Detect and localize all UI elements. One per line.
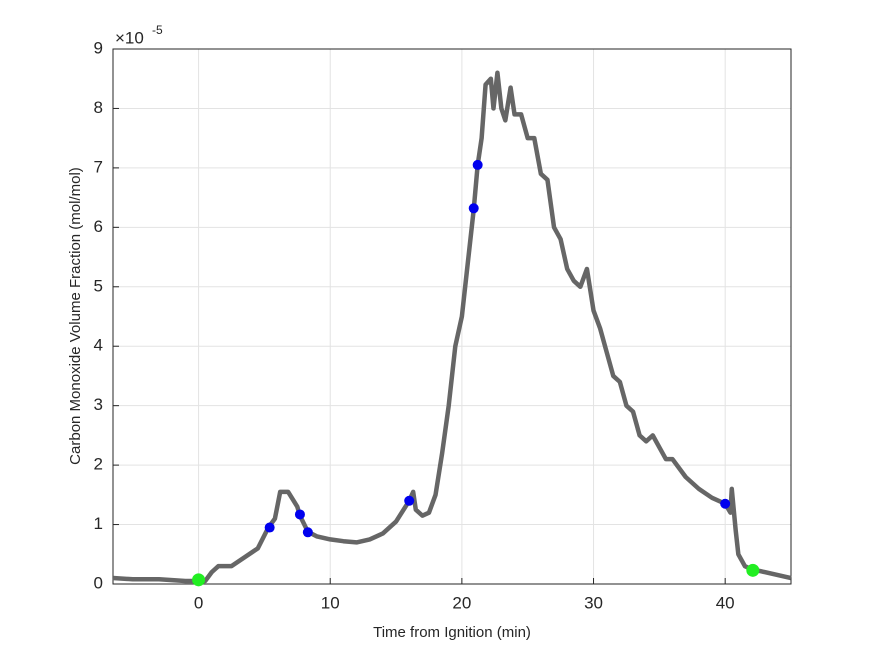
x-tick-label: 20 [452, 593, 471, 612]
marker [472, 159, 483, 170]
y-axis-label: Carbon Monoxide Volume Fraction (mol/mol… [67, 167, 84, 465]
y-tick-label: 9 [94, 38, 103, 57]
marker [720, 498, 731, 509]
x-tick-label: 0 [194, 593, 203, 612]
marker [404, 495, 415, 506]
y-tick-label: 2 [94, 455, 103, 474]
marker [746, 563, 760, 577]
y-tick-label: 7 [94, 157, 103, 176]
y-tick-label: 6 [94, 217, 103, 236]
marker [294, 509, 305, 520]
y-multiplier: ×10 [115, 28, 144, 47]
y-tick-label: 8 [94, 98, 103, 117]
y-tick-label: 0 [94, 573, 103, 592]
x-tick-label: 10 [321, 593, 340, 612]
marker [302, 527, 313, 538]
data-line [112, 70, 792, 584]
marker [468, 203, 479, 214]
y-tick-label: 3 [94, 395, 103, 414]
x-tick-label: 30 [584, 593, 603, 612]
y-tick-label: 5 [94, 276, 103, 295]
marker [264, 522, 275, 533]
y-tick-label: 1 [94, 514, 103, 533]
x-axis-label: Time from Ignition (min) [373, 624, 531, 641]
y-multiplier-exponent: -5 [152, 23, 163, 37]
x-tick-label: 40 [716, 593, 735, 612]
y-tick-label: 4 [94, 336, 103, 355]
marker [192, 573, 206, 587]
axes-box [112, 48, 792, 585]
